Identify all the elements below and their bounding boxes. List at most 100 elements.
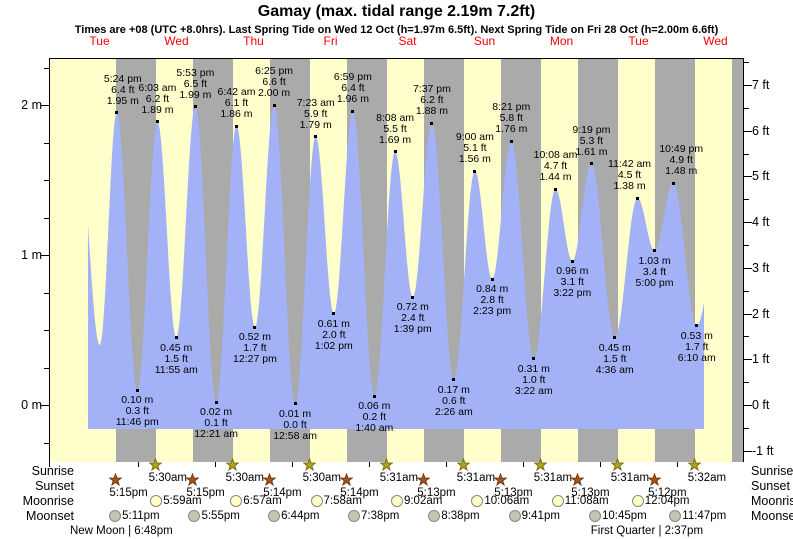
tide-label-line: 0.45 m <box>598 341 631 354</box>
high-tide-label: 6:25 pm 6.6 ft 2.00 m <box>255 66 293 99</box>
tide-label-line: 1.03 m <box>638 254 671 267</box>
sunset-event: 5:15pm <box>186 472 225 499</box>
tide-label-line: 6:42 am <box>217 86 256 98</box>
tide-label-line: 0.61 m <box>317 317 350 330</box>
tide-label-line: 1.38 m <box>613 180 646 192</box>
high-tide-label: 6:03 am 6.2 ft 1.89 m <box>138 81 177 116</box>
moonset-moon-icon <box>669 509 682 522</box>
tide-label-line: 5.1 ft <box>463 142 487 154</box>
y-tick-right <box>744 267 752 269</box>
x-tick-midnight <box>292 462 293 467</box>
sunset-event: 5:12pm <box>648 472 687 499</box>
tide-label-line: 12:58 am <box>273 429 317 442</box>
y-tick-right <box>744 382 749 384</box>
y-tick-right <box>744 176 752 178</box>
tide-label-line: 1:39 pm <box>393 323 432 335</box>
y-axis-right <box>743 58 744 462</box>
sunset-star-icon <box>571 472 609 487</box>
high-tide-label: 10:49 pm 4.9 ft 1.48 m <box>659 144 703 177</box>
low-tide-label: 0.31 m 1.0 ft 3:22 am <box>515 362 553 397</box>
moonset-event: 7:38pm <box>347 509 400 522</box>
tide-label-line: 0.31 m <box>517 362 550 375</box>
night-band <box>732 58 743 462</box>
moonrise-event: 10:06am <box>471 494 529 507</box>
y-tick-right <box>744 84 752 86</box>
tide-label-line: 2.4 ft <box>401 312 425 324</box>
sunrise-time: 5:32am <box>687 471 727 484</box>
moonrise-time: 5:59am <box>163 494 202 507</box>
tide-label-line: 4.7 ft <box>543 160 568 172</box>
y-tick-left <box>44 292 49 294</box>
y-axis-label-ft: 0 ft <box>752 398 770 412</box>
moonrise-moon-icon <box>230 494 243 507</box>
tide-label-line: 5.8 ft <box>499 112 523 124</box>
y-axis-label-ft: 5 ft <box>752 169 770 184</box>
moonrise-time: 12:04pm <box>644 494 690 507</box>
subtitle: Times are +08 (UTC +8.0hrs). Last Spring… <box>74 24 719 36</box>
sunset-star-icon <box>109 472 147 487</box>
day-header: Thu27-Oct <box>243 34 264 48</box>
y-tick-right <box>744 290 749 292</box>
tide-label-line: 1.48 m <box>665 165 698 177</box>
tide-extreme-dot <box>570 259 574 263</box>
y-tick-left <box>44 367 49 369</box>
tide-label-line: 0.72 m <box>396 301 429 313</box>
tide-label-line: 9:00 am <box>455 131 494 143</box>
x-tick-midnight <box>215 462 216 467</box>
high-tide-label: 7:37 pm 6.2 ft 1.88 m <box>413 84 451 117</box>
moonset-event: 10:45pm <box>588 509 647 522</box>
moonset-time: 7:38pm <box>360 509 400 522</box>
moonset-time: 6:44pm <box>281 509 320 522</box>
sunset-time: 5:14pm <box>340 486 379 499</box>
moonset-moon-icon <box>508 509 521 522</box>
moon-phase-label: First Quarter | 2:37pm <box>590 525 704 537</box>
day-name: Wed <box>703 34 728 48</box>
sunset-event: 5:15pm <box>109 472 148 499</box>
y-tick-right <box>744 313 752 315</box>
tide-label-line: 10:08 am <box>533 149 578 161</box>
tide-label-line: 1.5 ft <box>603 352 627 365</box>
tide-curve-area <box>88 105 704 429</box>
tide-extreme-dot <box>314 135 318 138</box>
tide-extreme-dot <box>509 139 513 143</box>
tide-label-line: 6:10 am <box>677 351 716 364</box>
low-tide-label: 0.84 m 2.8 ft 2:23 pm <box>473 284 511 317</box>
sunrise-star-icon <box>533 457 572 472</box>
tide-label-line: 0.0 ft <box>283 418 307 431</box>
tide-label-line: 6:03 am <box>138 81 177 94</box>
low-tide-label: 0.10 m 0.3 ft 11:46 pm <box>116 395 159 428</box>
sunrise-time: 5:30am <box>225 471 264 484</box>
row-label-sunrise-right: Sunrise <box>751 464 793 478</box>
y-tick-right <box>744 130 752 132</box>
sunrise-event: 5:31am <box>456 457 495 484</box>
sunset-event: 5:13pm <box>494 472 533 499</box>
low-tide-label: 0.45 m 1.5 ft 11:55 am <box>155 341 198 376</box>
tide-extreme-dot <box>214 400 218 404</box>
tide-label-line: 0.17 m <box>437 383 470 396</box>
low-tide-label: 0.02 m 0.1 ft 12:21 am <box>194 407 238 440</box>
tide-extreme-dot <box>490 277 494 281</box>
moonset-moon-icon <box>188 509 201 522</box>
tide-label-line: 2.8 ft <box>480 294 504 306</box>
x-tick-midnight <box>600 462 601 467</box>
y-tick-right <box>744 336 749 338</box>
day-name: Thu <box>243 34 264 48</box>
y-tick-left <box>44 67 49 69</box>
tide-label-line: 7:23 am <box>296 96 335 109</box>
sunset-star-icon <box>340 472 378 487</box>
sunrise-event: 5:31am <box>610 457 649 484</box>
y-tick-right <box>744 450 752 452</box>
high-tide-label: 8:21 pm 5.8 ft 1.76 m <box>492 102 530 135</box>
sunrise-star-icon <box>302 457 341 472</box>
page-title: Gamay (max. tidal range 2.19m 7.2ft) <box>257 3 536 20</box>
tide-label-line: 1.86 m <box>220 108 253 120</box>
sunrise-star-icon <box>225 457 264 472</box>
y-tick-right <box>744 427 749 429</box>
moonset-event: 5:11pm <box>109 509 160 522</box>
tide-label-line: 0.45 m <box>160 341 193 354</box>
tide-extreme-dot <box>351 109 355 113</box>
sunrise-time: 5:31am <box>379 471 419 484</box>
moonrise-moon-icon <box>551 494 564 507</box>
tide-label-line: 2:23 pm <box>473 305 512 317</box>
tide-label-line: 4:36 am <box>595 363 634 376</box>
